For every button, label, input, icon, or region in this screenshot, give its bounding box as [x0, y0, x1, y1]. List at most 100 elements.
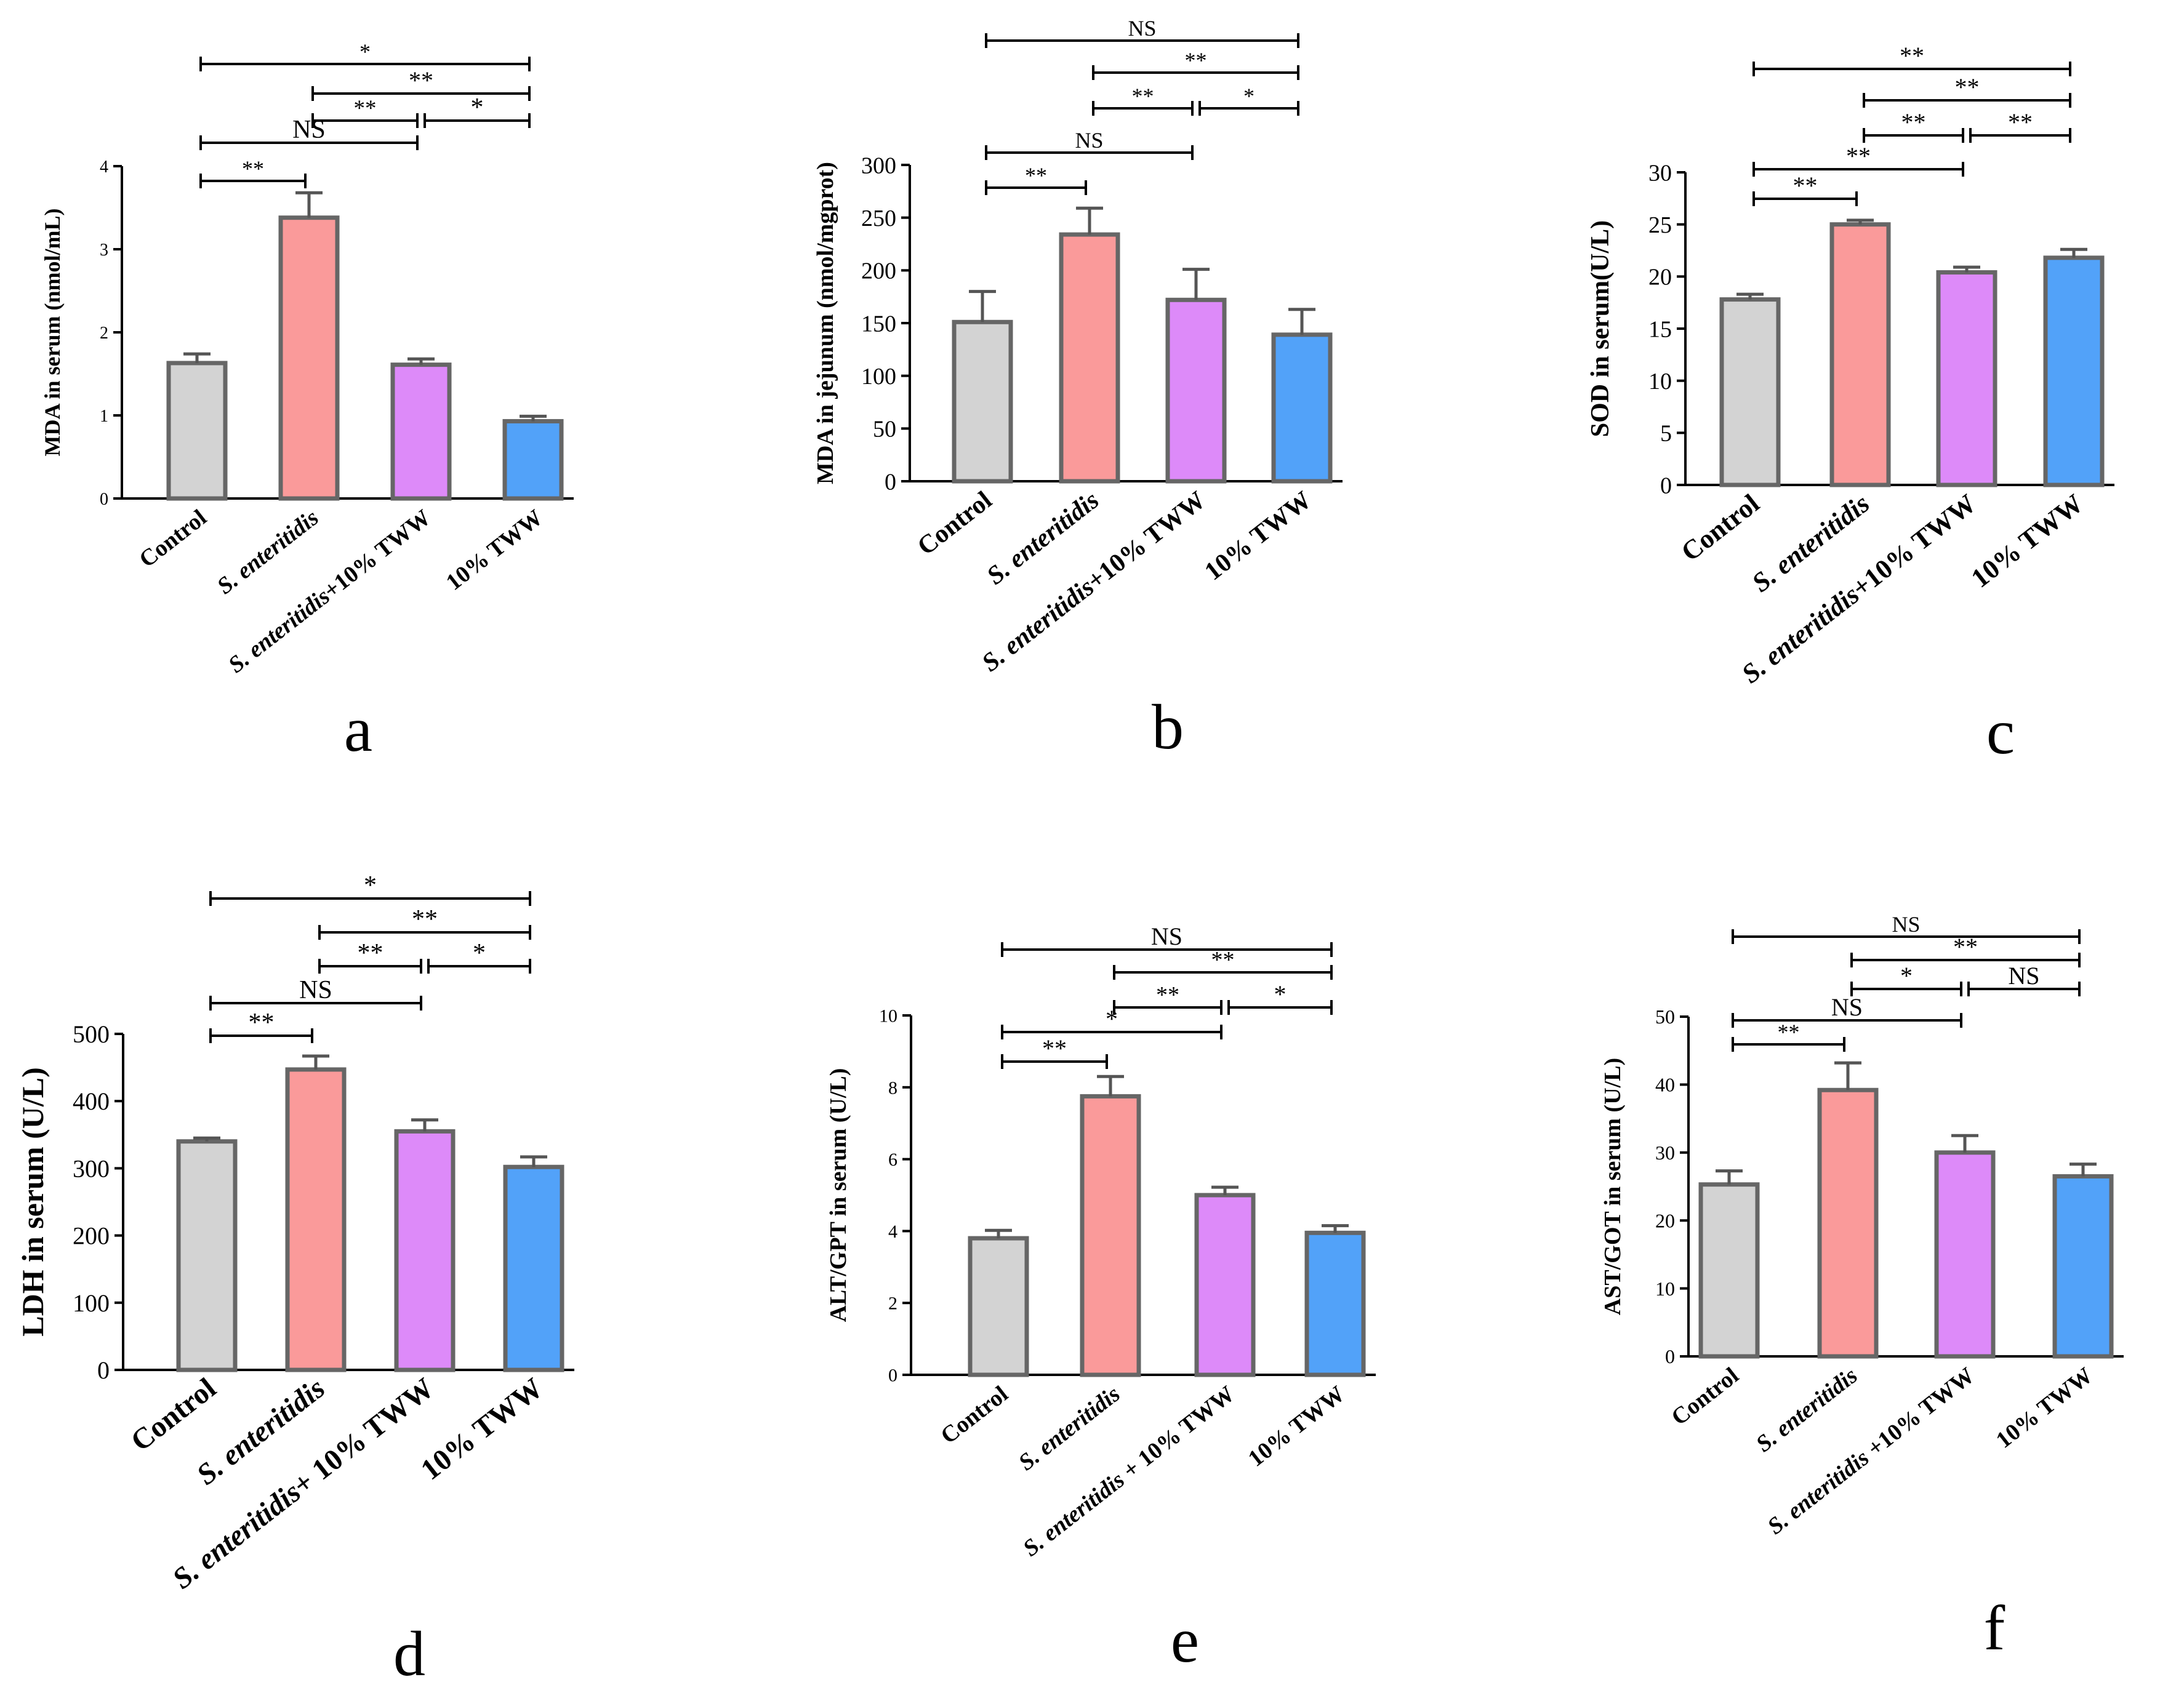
- bar: [166, 361, 228, 501]
- significance-label: **: [1955, 73, 1980, 101]
- y-tick-label: 100: [73, 1289, 110, 1317]
- panel-letter: b: [1152, 692, 1184, 762]
- y-tick-label: 100: [861, 364, 896, 390]
- significance-bracket: **: [1113, 947, 1333, 980]
- y-tick-label: 300: [861, 153, 896, 178]
- y-tick-label: 15: [1648, 316, 1672, 342]
- y-tick-label: 250: [861, 206, 896, 231]
- bar: [285, 1067, 347, 1372]
- panel-letter: d: [393, 1619, 425, 1689]
- y-tick-label: 200: [861, 258, 896, 284]
- bar: [1165, 297, 1227, 484]
- bar: [503, 1164, 564, 1372]
- panel-b: 0 50 100 150 200 250 300 MDA in jejunum (nmol/m…: [813, 16, 1343, 762]
- y-tick-label: 150: [861, 311, 896, 337]
- significance-label: *: [359, 39, 371, 64]
- significance-bracket: **: [1752, 142, 1964, 177]
- category-label: S. enteritidis: [1014, 1381, 1125, 1476]
- y-tick-label: 40: [1655, 1074, 1675, 1096]
- category-label: S. enteritidis: [212, 505, 324, 599]
- category-label: 10% TWW: [1200, 486, 1317, 586]
- significance-label: *: [364, 871, 377, 900]
- y-tick-label: 30: [1655, 1142, 1675, 1164]
- significance-label: **: [1042, 1035, 1067, 1062]
- panel-letter: a: [344, 694, 372, 765]
- category-label: S. enteritidis: [1751, 1363, 1863, 1457]
- category-label: Control: [936, 1381, 1013, 1449]
- y-tick-label: 8: [888, 1078, 897, 1098]
- significance-label: *: [1900, 962, 1913, 990]
- significance-label: *: [1243, 84, 1255, 108]
- bar: [1080, 1094, 1141, 1377]
- panel-e: 0 2 4 6 8 10 ALT/GPT in serum (U/L) Control S. e…: [825, 923, 1376, 1676]
- category-label: Control: [125, 1372, 222, 1458]
- y-tick-label: 200: [73, 1222, 110, 1250]
- category-label: Control: [134, 505, 211, 573]
- significance-label: *: [473, 939, 486, 967]
- y-tick-label: 50: [1655, 1006, 1675, 1028]
- y-tick-label: 3: [100, 241, 108, 260]
- significance-label: **: [1846, 142, 1871, 170]
- significance-label: *: [471, 94, 484, 122]
- bar: [1934, 1150, 1996, 1359]
- y-tick-label: 0: [97, 1356, 110, 1384]
- significance-label: **: [2008, 108, 2033, 136]
- significance-bracket: **: [1863, 108, 1964, 143]
- y-axis-label: AST/GOT in serum (U/L): [1600, 1058, 1626, 1315]
- significance-label: NS: [1151, 923, 1182, 950]
- significance-label: **: [249, 1009, 275, 1037]
- significance-bracket: **: [1752, 172, 1858, 206]
- significance-bracket: **: [1113, 982, 1222, 1015]
- bar: [390, 362, 452, 501]
- y-tick-label: 6: [888, 1150, 897, 1170]
- significance-label: NS: [2008, 962, 2039, 990]
- significance-bracket: **: [209, 1009, 313, 1043]
- y-tick-label: 500: [73, 1020, 110, 1048]
- significance-label: *: [1274, 980, 1287, 1008]
- significance-bracket: NS: [209, 976, 422, 1011]
- significance-label: NS: [1075, 128, 1103, 153]
- significance-label: **: [358, 939, 383, 967]
- category-label: Control: [1666, 1363, 1743, 1431]
- significance-label: **: [412, 905, 438, 934]
- y-tick-label: 0: [1660, 473, 1672, 498]
- significance-bracket: *: [1001, 1005, 1222, 1039]
- category-label: Control: [1676, 488, 1765, 567]
- bar: [1829, 222, 1891, 487]
- significance-bracket: **: [1969, 108, 2071, 143]
- significance-bracket: **: [311, 96, 419, 128]
- significance-bracket: NS: [985, 16, 1299, 48]
- significance-label: **: [1185, 48, 1207, 73]
- y-tick-label: 20: [1648, 265, 1672, 290]
- bar: [952, 319, 1013, 484]
- bar: [2052, 1174, 2114, 1359]
- bar: [278, 215, 340, 501]
- significance-bracket: **: [985, 163, 1087, 195]
- bar: [1059, 232, 1120, 484]
- significance-bracket: **: [1732, 1020, 1845, 1052]
- category-label: 10% TWW: [1991, 1363, 2098, 1454]
- y-tick-label: 10: [1655, 1278, 1675, 1300]
- significance-bracket: *: [424, 94, 531, 128]
- y-tick-label: 0: [885, 469, 896, 495]
- significance-label: *: [1106, 1005, 1118, 1033]
- panel-a: 0 1 2 3 4 MDA in serum (nmol/mL) Control S. ent…: [40, 39, 574, 765]
- category-label: S. enteritidis+10% TWW: [223, 505, 435, 678]
- significance-label: NS: [299, 976, 332, 1004]
- category-label: 10% TWW: [441, 505, 548, 596]
- significance-bracket: NS: [985, 128, 1194, 160]
- significance-bracket: **: [1001, 1035, 1108, 1069]
- significance-bracket: **: [1092, 48, 1299, 80]
- bar: [1817, 1087, 1879, 1359]
- y-axis-label: LDH in serum (U/L): [15, 1067, 50, 1337]
- panel-letter: e: [1171, 1605, 1199, 1676]
- significance-bracket: NS: [1732, 912, 2081, 944]
- y-tick-label: 5: [1660, 421, 1672, 447]
- significance-bracket: **: [318, 905, 531, 940]
- significance-bracket: *: [1198, 84, 1299, 116]
- bar: [1719, 297, 1781, 487]
- bar: [2043, 255, 2105, 487]
- significance-label: **: [242, 156, 264, 181]
- y-tick-label: 30: [1648, 160, 1672, 186]
- bar: [1194, 1193, 1256, 1377]
